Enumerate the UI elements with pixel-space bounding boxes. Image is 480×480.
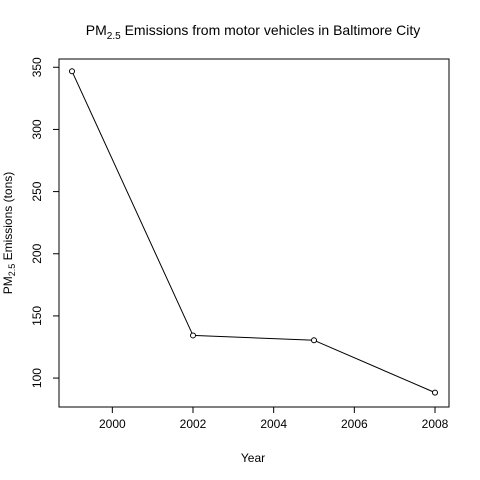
x-tick-label: 2008 [422, 417, 449, 431]
y-axis-label: PM2.5 Emissions (tons) [1, 172, 17, 295]
y-tick-label: 300 [30, 119, 44, 139]
x-tick-label: 2000 [99, 417, 126, 431]
series-layer [69, 68, 438, 396]
x-axis-label: Year [241, 451, 265, 465]
y-tick-label: 100 [30, 368, 44, 388]
series-line-segment [316, 340, 433, 393]
data-point [69, 68, 75, 75]
x-tick-label: 2006 [341, 417, 368, 431]
x-tick-label: 2004 [260, 417, 287, 431]
data-point [190, 332, 196, 339]
data-point [432, 389, 438, 396]
y-axis: 100 150 200 250 300 350 [30, 57, 59, 388]
y-tick-label: 350 [30, 57, 44, 77]
y-tick-label: 250 [30, 181, 44, 201]
y-tick-label: 150 [30, 306, 44, 326]
x-axis: 2000 2002 2004 2006 2008 [99, 407, 449, 431]
series-line-segment [195, 335, 312, 341]
y-tick-label: 200 [30, 243, 44, 263]
data-point [311, 337, 317, 344]
chart-title: PM2.5 Emissions from motor vehicles in B… [86, 22, 420, 42]
x-tick-label: 2002 [180, 417, 207, 431]
plot-area-frame [58, 58, 450, 408]
series-line-segment [72, 73, 193, 334]
